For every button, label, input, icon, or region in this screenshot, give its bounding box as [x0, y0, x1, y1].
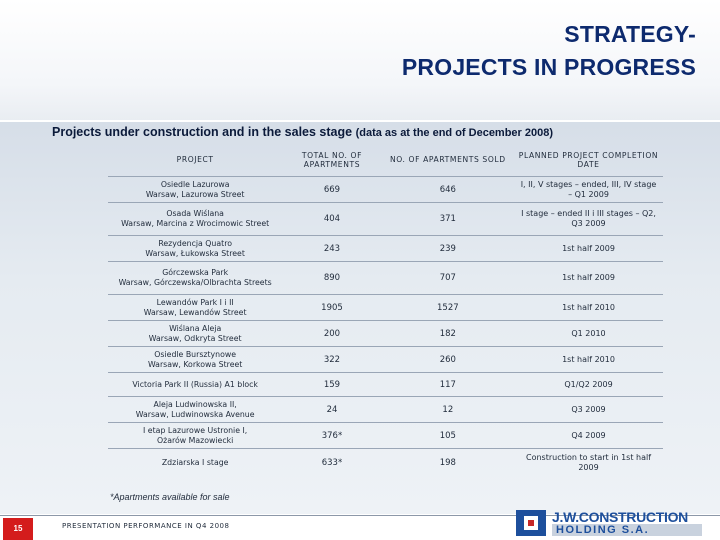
apartments-sold-cell: 260 [381, 346, 515, 373]
project-name: I etap Lazurowe Ustronie I, [143, 425, 248, 435]
project-name-cell: I etap Lazurowe Ustronie I, Ożarów Mazowi… [108, 422, 283, 449]
apartments-sold-cell: 12 [381, 396, 515, 423]
total-apartments-cell: 24 [282, 396, 382, 423]
project-name-cell: Lewandów Park I i II Warsaw, Lewandów Str… [108, 294, 283, 321]
project-location: Warsaw, Marcina z Wrocimowic Street [121, 219, 270, 228]
project-name: Lewandów Park I i II [156, 297, 234, 307]
table-row: Górczewska Park Warsaw, Górczewska/Olbrac… [108, 261, 663, 295]
project-name: Victoria Park II (Russia) A1 block [132, 379, 258, 389]
header-band [0, 0, 720, 120]
total-apartments-cell: 633* [282, 448, 382, 478]
project-location: Warsaw, Odkryta Street [148, 333, 242, 343]
table-header-row: PROJECT TOTAL NO. OF APARTMENTS NO. OF A… [108, 143, 663, 177]
completion-date-cell: 1st half 2010 [514, 346, 663, 373]
apartments-sold-cell: 117 [381, 372, 515, 397]
completion-date-cell: I, II, V stages – ended, III, IV stage –… [514, 176, 663, 203]
page-number-badge: 15 [3, 518, 33, 540]
column-header-sold: NO. OF APARTMENTS SOLD [389, 155, 506, 164]
project-location: Warsaw, Górczewska/Olbrachta Streets [118, 278, 272, 287]
apartments-sold-cell: 1527 [381, 294, 515, 321]
project-name-cell: Victoria Park II (Russia) A1 block [108, 372, 283, 397]
project-location: Warsaw, Korkowa Street [147, 359, 243, 369]
page-title-line2: PROJECTS IN PROGRESS [401, 54, 696, 80]
apartments-sold-cell: 182 [381, 320, 515, 347]
apartments-sold-cell: 239 [381, 235, 515, 262]
completion-date-cell: 1st half 2009 [514, 235, 663, 262]
project-name: Zdziarska I stage [161, 458, 229, 468]
table-row: Aleja Ludwinowska II, Warsaw, Ludwinowska… [108, 396, 663, 423]
project-name-cell: Górczewska Park Warsaw, Górczewska/Olbrac… [108, 261, 283, 295]
table-subtitle: Projects under construction and in the s… [52, 125, 692, 139]
project-name-cell: Osiedle Bursztynowe Warsaw, Korkowa Stree… [108, 346, 283, 373]
project-name: Osiedle Bursztynowe [154, 349, 237, 359]
footnote: *Apartments available for sale [110, 492, 230, 502]
subtitle-main: Projects under construction and in the s… [52, 125, 353, 139]
apartments-sold-cell: 198 [381, 448, 515, 478]
table-row: Lewandów Park I i II Warsaw, Lewandów Str… [108, 294, 663, 321]
project-name: Wiślana Aleja [169, 323, 222, 333]
page-title-line1: STRATEGY- [564, 21, 696, 47]
project-location: Warsaw, Łukowska Street [145, 248, 245, 258]
project-name: Osada Wiślana [166, 209, 224, 218]
table-row: Zdziarska I stage 633* 198 Construction to … [108, 448, 663, 478]
project-name-cell: Zdziarska I stage [108, 448, 283, 478]
project-location: Ożarów Mazowiecki [156, 435, 234, 445]
total-apartments-cell: 890 [282, 261, 382, 295]
table-row: I etap Lazurowe Ustronie I, Ożarów Mazowi… [108, 422, 663, 449]
project-name: Osiedle Lazurowa [160, 179, 230, 189]
completion-date-cell: 1st half 2010 [514, 294, 663, 321]
total-apartments-cell: 243 [282, 235, 382, 262]
total-apartments-cell: 1905 [282, 294, 382, 321]
project-name: Rezydencja Quatro [158, 238, 232, 248]
completion-date-cell: Q1/Q2 2009 [514, 372, 663, 397]
project-name-cell: Wiślana Aleja Warsaw, Odkryta Street [108, 320, 283, 347]
table-row: Osiedle Lazurowa Warsaw, Lazurowa Street 6… [108, 176, 663, 203]
project-location: Warsaw, Ludwinowska Avenue [135, 409, 255, 419]
table-row: Victoria Park II (Russia) A1 block 159 117… [108, 372, 663, 397]
total-apartments-cell: 669 [282, 176, 382, 203]
project-location: Warsaw, Lazurowa Street [145, 189, 245, 199]
apartments-sold-cell: 371 [381, 202, 515, 236]
project-name-cell: Aleja Ludwinowska II, Warsaw, Ludwinowska… [108, 396, 283, 423]
footer-text: PRESENTATION PERFORMANCE IN Q4 2008 [62, 522, 230, 530]
logo-line1: J.W.CONSTRUCTION [552, 509, 688, 525]
total-apartments-cell: 159 [282, 372, 382, 397]
projects-table: PROJECT TOTAL NO. OF APARTMENTS NO. OF A… [108, 143, 663, 478]
completion-date-cell: Construction to start in 1st half 2009 [514, 448, 663, 478]
completion-date-cell: 1st half 2009 [514, 261, 663, 295]
table-row: Osiedle Bursztynowe Warsaw, Korkowa Stree… [108, 346, 663, 373]
total-apartments-cell: 200 [282, 320, 382, 347]
completion-date-cell: Q4 2009 [514, 422, 663, 449]
project-name-cell: Osiedle Lazurowa Warsaw, Lazurowa Street [108, 176, 283, 203]
column-header-completion: PLANNED PROJECT COMPLETION DATE [518, 150, 659, 169]
total-apartments-cell: 322 [282, 346, 382, 373]
project-name: Aleja Ludwinowska II, [153, 399, 237, 409]
column-header-total: TOTAL NO. OF APARTMENTS [301, 150, 363, 169]
footer-divider [0, 515, 720, 516]
apartments-sold-cell: 707 [381, 261, 515, 295]
total-apartments-cell: 376* [282, 422, 382, 449]
total-apartments-cell: 404 [282, 202, 382, 236]
column-header-project: PROJECT [176, 155, 214, 164]
table-body: Osiedle Lazurowa Warsaw, Lazurowa Street 6… [108, 176, 663, 478]
project-location: Warsaw, Lewandów Street [143, 307, 247, 317]
completion-date-cell: Q3 2009 [514, 396, 663, 423]
table-row: Rezydencja Quatro Warsaw, Łukowska Street… [108, 235, 663, 262]
completion-date-cell: Q1 2010 [514, 320, 663, 347]
table-row: Wiślana Aleja Warsaw, Odkryta Street 200 18… [108, 320, 663, 347]
table-row: Osada Wiślana Warsaw, Marcina z Wrocimowi… [108, 202, 663, 236]
project-name: Górczewska Park [162, 268, 229, 277]
project-name-cell: Osada Wiślana Warsaw, Marcina z Wrocimowi… [108, 202, 283, 236]
project-name-cell: Rezydencja Quatro Warsaw, Łukowska Street [108, 235, 283, 262]
apartments-sold-cell: 105 [381, 422, 515, 449]
completion-date-cell: I stage – ended II i III stages – Q2, Q3… [514, 202, 663, 236]
logo-mark-icon [516, 510, 546, 536]
page-title: STRATEGY- PROJECTS IN PROGRESS [96, 18, 696, 84]
apartments-sold-cell: 646 [381, 176, 515, 203]
logo-line2: HOLDING S.A. [552, 524, 702, 536]
company-logo: J.W.CONSTRUCTION HOLDING S.A. [516, 509, 706, 536]
subtitle-note: (data as at the end of December 2008) [355, 127, 554, 139]
